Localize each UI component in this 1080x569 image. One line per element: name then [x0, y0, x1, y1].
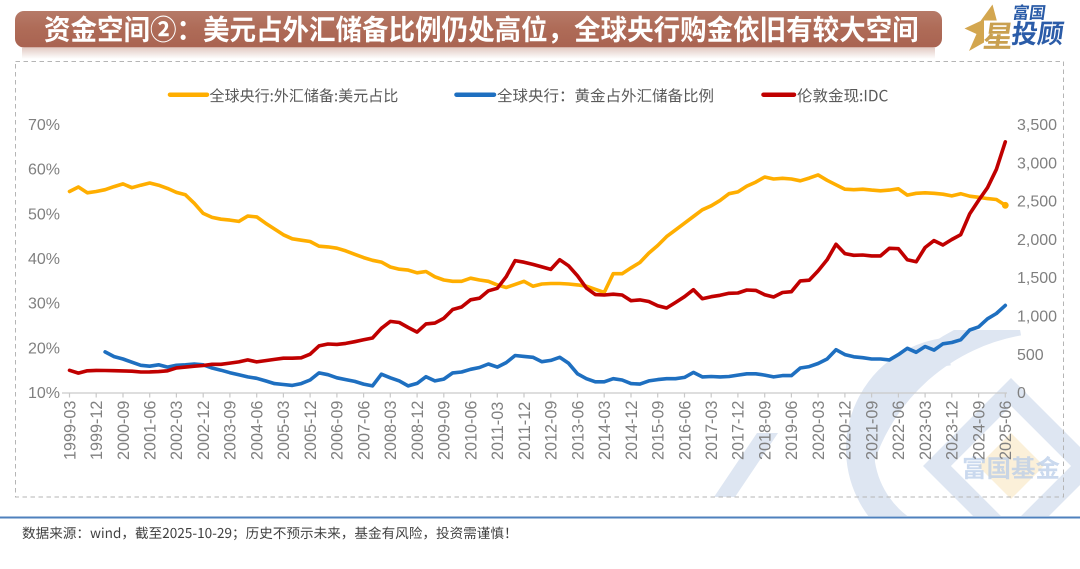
- svg-text:2023-03: 2023-03: [917, 401, 935, 460]
- svg-text:20%: 20%: [28, 340, 60, 357]
- svg-text:2008-03: 2008-03: [382, 401, 400, 460]
- svg-text:2007-06: 2007-06: [355, 401, 373, 460]
- svg-text:1999-03: 1999-03: [61, 401, 79, 460]
- svg-text:0: 0: [1017, 385, 1026, 402]
- svg-text:2023-12: 2023-12: [944, 401, 962, 460]
- svg-text:3,500: 3,500: [1017, 117, 1057, 134]
- svg-text:2019-06: 2019-06: [783, 401, 801, 460]
- svg-text:2025-06: 2025-06: [997, 401, 1015, 460]
- svg-text:2008-12: 2008-12: [409, 401, 427, 460]
- svg-text:2020-03: 2020-03: [810, 401, 828, 460]
- svg-text:2005-03: 2005-03: [275, 401, 293, 460]
- svg-text:2011-03: 2011-03: [489, 402, 507, 460]
- svg-text:1,000: 1,000: [1017, 309, 1057, 326]
- svg-text:1999-12: 1999-12: [88, 401, 106, 460]
- svg-text:2004-06: 2004-06: [249, 401, 267, 460]
- svg-text:2016-06: 2016-06: [676, 401, 694, 460]
- svg-text:2017-03: 2017-03: [703, 401, 721, 460]
- svg-text:2,500: 2,500: [1017, 194, 1057, 211]
- svg-text:2018-09: 2018-09: [757, 401, 775, 460]
- svg-text:2012-09: 2012-09: [543, 401, 561, 460]
- svg-text:10%: 10%: [28, 385, 60, 402]
- svg-text:1,500: 1,500: [1017, 270, 1057, 287]
- svg-text:2010-06: 2010-06: [462, 401, 480, 460]
- svg-text:2002-12: 2002-12: [195, 401, 213, 460]
- svg-text:30%: 30%: [28, 296, 60, 313]
- svg-text:3,000: 3,000: [1017, 155, 1057, 172]
- svg-text:2006-09: 2006-09: [329, 401, 347, 460]
- svg-text:2017-12: 2017-12: [730, 401, 748, 460]
- svg-text:2014-03: 2014-03: [596, 401, 614, 460]
- svg-text:2,000: 2,000: [1017, 232, 1057, 249]
- svg-text:2015-09: 2015-09: [650, 401, 668, 460]
- svg-text:2022-06: 2022-06: [890, 401, 908, 460]
- svg-text:500: 500: [1017, 347, 1044, 364]
- svg-text:2024-09: 2024-09: [970, 401, 988, 460]
- svg-text:2013-06: 2013-06: [569, 401, 587, 460]
- svg-text:70%: 70%: [28, 117, 60, 134]
- svg-text:2000-09: 2000-09: [115, 401, 133, 460]
- svg-text:2021-09: 2021-09: [863, 401, 881, 460]
- svg-text:40%: 40%: [28, 251, 60, 268]
- svg-text:2011-12: 2011-12: [516, 402, 534, 460]
- svg-text:2003-09: 2003-09: [222, 401, 240, 460]
- svg-text:2001-06: 2001-06: [142, 401, 160, 460]
- svg-text:60%: 60%: [28, 162, 60, 179]
- svg-text:50%: 50%: [28, 206, 60, 223]
- svg-text:2014-12: 2014-12: [623, 401, 641, 460]
- svg-text:2002-03: 2002-03: [168, 401, 186, 460]
- svg-text:2020-12: 2020-12: [837, 401, 855, 460]
- svg-text:2009-09: 2009-09: [436, 401, 454, 460]
- svg-text:2005-12: 2005-12: [302, 401, 320, 460]
